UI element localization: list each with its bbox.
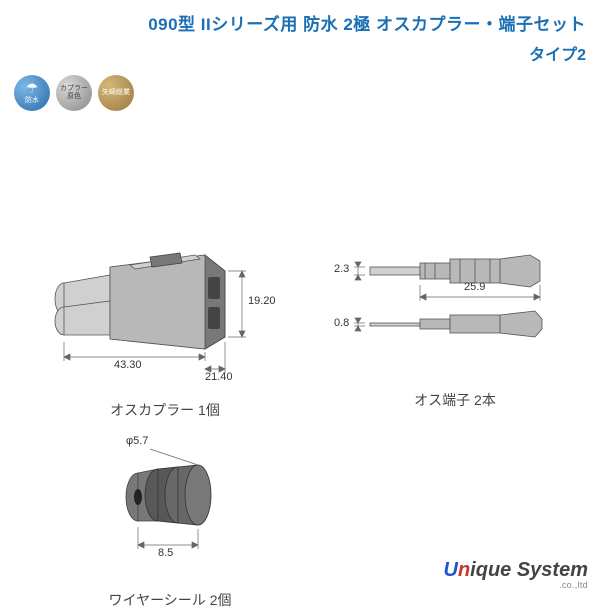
- logo-u: U: [444, 559, 458, 581]
- product-subtitle: タイプ2: [14, 41, 586, 65]
- coupler-caption: オスカプラー 1個: [30, 400, 300, 420]
- dim-terminal-tipw: 2.3: [334, 263, 349, 275]
- badge-waterproof: ☂ 防水: [14, 75, 50, 111]
- badge-original-color: カプラー 原色: [56, 75, 92, 111]
- badge-origcolor-line2: 原色: [67, 93, 81, 101]
- badge-yazaki: 矢崎総業: [98, 75, 134, 111]
- item-coupler: 43.30 21.40 19.20 オスカプラー 1個: [30, 237, 300, 420]
- dim-terminal-thickness: 0.8: [334, 317, 349, 329]
- terminal-drawing: 2.3 25.9 0.8: [330, 237, 580, 382]
- terminal-caption: オス端子 2本: [330, 390, 580, 410]
- dim-coupler-length: 43.30: [114, 359, 142, 371]
- header: 090型 IIシリーズ用 防水 2極 オスカプラー・端子セット タイプ2: [0, 0, 600, 69]
- coupler-drawing: 43.30 21.40 19.20: [30, 237, 300, 392]
- dim-seal-length: 8.5: [158, 547, 173, 559]
- seal-drawing: φ5.7 8.5: [80, 437, 280, 582]
- terminal-svg: [330, 237, 570, 377]
- coupler-svg: [30, 237, 290, 387]
- brand-logo: Unique System .co.,ltd: [444, 559, 589, 590]
- umbrella-icon: ☂: [26, 81, 39, 96]
- badge-yazaki-label: 矢崎総業: [102, 89, 130, 97]
- badge-row: ☂ 防水 カプラー 原色 矢崎総業: [0, 69, 600, 117]
- product-title: 090型 IIシリーズ用 防水 2極 オスカプラー・端子セット: [14, 10, 586, 35]
- logo-n: n: [458, 559, 470, 581]
- logo-sub: .co.,ltd: [444, 580, 589, 590]
- item-seal: φ5.7 8.5 ワイヤーシール 2個: [80, 437, 280, 610]
- badge-origcolor-line1: カプラー: [60, 85, 88, 93]
- item-terminal: 2.3 25.9 0.8 オス端子 2本: [330, 237, 580, 410]
- dim-seal-diameter: φ5.7: [126, 435, 148, 447]
- badge-waterproof-label: 防水: [25, 97, 39, 105]
- dim-coupler-width: 21.40: [205, 371, 233, 383]
- logo-rest: ique System: [470, 559, 588, 581]
- seal-caption: ワイヤーシール 2個: [60, 590, 280, 610]
- dim-coupler-height: 19.20: [248, 295, 276, 307]
- dim-terminal-length: 25.9: [464, 281, 485, 293]
